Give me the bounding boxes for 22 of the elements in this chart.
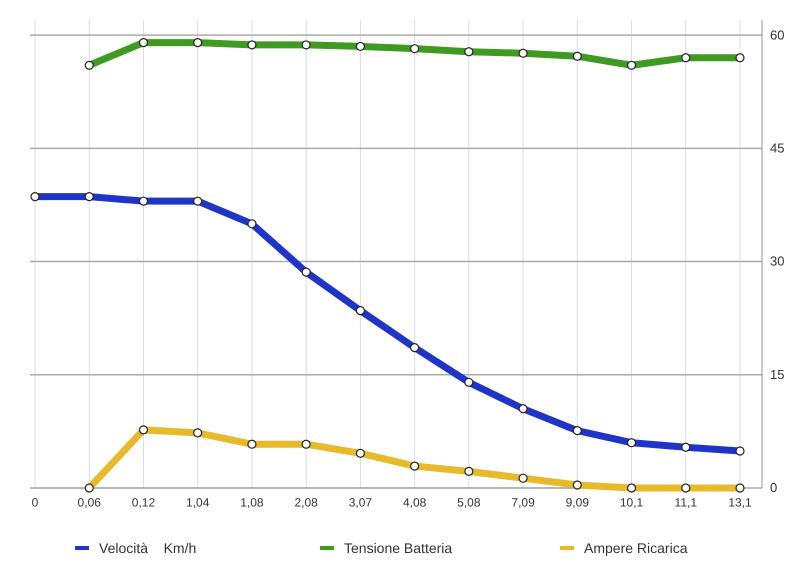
y-tick-label: 45 <box>770 140 784 156</box>
x-tick-label: 9,09 <box>566 496 590 510</box>
y-tick-label: 60 <box>770 27 784 42</box>
x-tick-label: 0,06 <box>78 496 102 510</box>
x-tick-label: 0 <box>32 496 39 510</box>
legend-label: Tensione Batteria <box>344 540 452 556</box>
x-tick-label: 7,09 <box>511 496 536 510</box>
x-tick-label: 1,08 <box>240 496 264 510</box>
x-tick-label: 3,07 <box>348 496 372 510</box>
legend-label: Ampere Ricarica <box>584 540 688 556</box>
x-tick-label: 4,08 <box>402 496 427 510</box>
x-tick-label: 1,04 <box>186 496 210 510</box>
x-tick-label: 2,08 <box>294 496 318 510</box>
x-tick-label: 5,08 <box>457 496 481 510</box>
y-tick-label: 30 <box>770 254 784 269</box>
x-tick-label: 0,12 <box>132 496 156 510</box>
x-tick-label: 11,1 <box>674 496 698 510</box>
y-tick-label: 15 <box>770 366 784 382</box>
legend-label: Velocità Km/h <box>99 540 196 556</box>
y-tick-label: 0 <box>770 480 778 496</box>
x-tick-label: 13,1 <box>728 496 752 510</box>
x-tick-label: 10,1 <box>620 496 644 510</box>
